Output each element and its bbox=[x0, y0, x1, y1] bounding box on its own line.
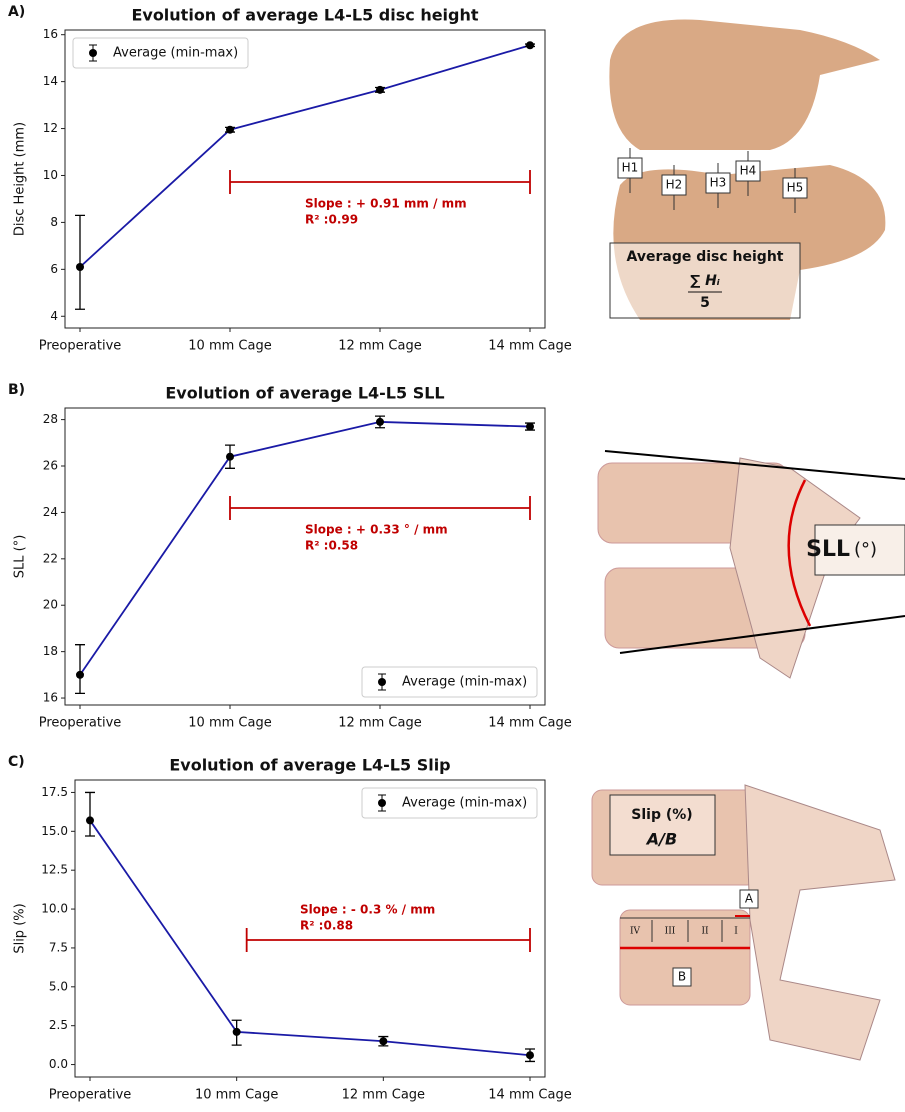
posterior bbox=[745, 785, 895, 1060]
slope-annotation: R² :0.88 bbox=[300, 919, 353, 933]
y-tick-label: 10.0 bbox=[41, 902, 68, 916]
y-tick-label: 4 bbox=[50, 309, 58, 323]
x-tick-label: 14 mm Cage bbox=[488, 1088, 571, 1103]
y-tick-label: 5.0 bbox=[49, 979, 68, 993]
panel-label: B) bbox=[8, 382, 25, 398]
data-point bbox=[376, 418, 384, 426]
chart-title: Evolution of average L4-L5 disc height bbox=[131, 6, 478, 25]
slope-annotation: R² :0.99 bbox=[305, 213, 358, 227]
x-tick-label: 12 mm Cage bbox=[342, 1088, 425, 1103]
x-tick-label: 12 mm Cage bbox=[338, 339, 421, 354]
grade-label: II bbox=[701, 927, 709, 937]
y-axis-label: SLL (°) bbox=[13, 535, 28, 579]
sll-label: SLL bbox=[806, 537, 850, 562]
error-bar bbox=[75, 215, 85, 309]
data-point bbox=[376, 86, 384, 94]
formula-den: 5 bbox=[700, 295, 710, 311]
data-point bbox=[526, 423, 534, 431]
y-tick-label: 28 bbox=[43, 412, 58, 426]
data-point bbox=[86, 816, 94, 824]
formula-num: ∑ Hᵢ bbox=[690, 273, 720, 289]
y-tick-label: 2.5 bbox=[49, 1018, 68, 1032]
data-point bbox=[379, 1037, 387, 1045]
data-point bbox=[226, 126, 234, 134]
y-tick-label: 17.5 bbox=[41, 785, 68, 799]
y-axis-label: Disc Height (mm) bbox=[13, 122, 28, 236]
slope-annotation: Slope : + 0.91 mm / mm bbox=[305, 197, 467, 211]
legend-marker bbox=[378, 799, 386, 807]
y-tick-label: 15.0 bbox=[41, 824, 68, 838]
vertebra bbox=[620, 910, 750, 1005]
height-label: H2 bbox=[666, 178, 683, 192]
chart-title: Evolution of average L4-L5 SLL bbox=[165, 384, 444, 403]
a-label: A bbox=[745, 892, 754, 906]
x-tick-label: 10 mm Cage bbox=[188, 339, 271, 354]
height-label: H3 bbox=[710, 176, 727, 190]
data-point bbox=[226, 453, 234, 461]
grade-label: I bbox=[734, 927, 738, 937]
data-point bbox=[233, 1028, 241, 1036]
data-point bbox=[76, 263, 84, 271]
legend-label: Average (min-max) bbox=[113, 46, 238, 61]
slope-bracket bbox=[230, 496, 530, 520]
sll-unit: (°) bbox=[854, 539, 877, 560]
slope-annotation: R² :0.58 bbox=[305, 539, 358, 553]
figure: A) Evolution of average L4-L5 disc height… bbox=[0, 0, 905, 1108]
y-axis-label: Slip (%) bbox=[13, 903, 28, 953]
y-tick-label: 26 bbox=[43, 459, 58, 473]
x-tick-label: 10 mm Cage bbox=[188, 716, 271, 731]
legend-marker bbox=[89, 49, 97, 57]
y-tick-label: 12.5 bbox=[41, 863, 68, 877]
y-tick-label: 0.0 bbox=[49, 1057, 68, 1071]
x-tick-label: Preoperative bbox=[39, 339, 122, 354]
x-tick-label: 10 mm Cage bbox=[195, 1088, 278, 1103]
slope-bracket bbox=[247, 928, 530, 952]
b-label: B bbox=[678, 970, 686, 984]
height-label: H1 bbox=[622, 161, 639, 175]
formula-title: Average disc height bbox=[627, 249, 784, 265]
panel-label: A) bbox=[8, 4, 25, 20]
y-tick-label: 7.5 bbox=[49, 940, 68, 954]
grade-label: IV bbox=[630, 927, 641, 937]
x-tick-label: Preoperative bbox=[39, 716, 122, 731]
vertebra bbox=[609, 20, 880, 151]
legend-marker bbox=[378, 678, 386, 686]
slope-bracket bbox=[230, 170, 530, 194]
error-bar bbox=[85, 792, 95, 836]
slope-annotation: Slope : + 0.33 ° / mm bbox=[305, 523, 448, 537]
chart-title: Evolution of average L4-L5 Slip bbox=[169, 756, 450, 775]
y-tick-label: 20 bbox=[43, 598, 58, 612]
x-tick-label: 14 mm Cage bbox=[488, 339, 571, 354]
slip-formula: A/B bbox=[645, 830, 677, 849]
data-point bbox=[526, 1051, 534, 1059]
legend-label: Average (min-max) bbox=[402, 796, 527, 811]
y-tick-label: 18 bbox=[43, 644, 58, 658]
plot-frame bbox=[65, 408, 545, 705]
x-tick-label: 14 mm Cage bbox=[488, 716, 571, 731]
height-label: H5 bbox=[787, 181, 804, 195]
data-point bbox=[76, 671, 84, 679]
y-tick-label: 12 bbox=[43, 121, 58, 135]
x-tick-label: 12 mm Cage bbox=[338, 716, 421, 731]
y-tick-label: 22 bbox=[43, 551, 58, 565]
series-line bbox=[80, 45, 530, 267]
legend-label: Average (min-max) bbox=[402, 675, 527, 690]
y-tick-label: 16 bbox=[43, 691, 58, 705]
slip-title: Slip (%) bbox=[631, 807, 692, 823]
slope-annotation: Slope : - 0.3 % / mm bbox=[300, 903, 435, 917]
height-label: H4 bbox=[740, 164, 757, 178]
panel-label: C) bbox=[8, 754, 25, 770]
plot-frame bbox=[65, 30, 545, 328]
x-tick-label: Preoperative bbox=[49, 1088, 132, 1103]
y-tick-label: 16 bbox=[43, 27, 58, 41]
y-tick-label: 10 bbox=[43, 168, 58, 182]
series-line bbox=[90, 820, 530, 1055]
data-point bbox=[526, 41, 534, 49]
y-tick-label: 6 bbox=[50, 262, 58, 276]
y-tick-label: 24 bbox=[43, 505, 58, 519]
grade-label: III bbox=[665, 927, 676, 937]
y-tick-label: 8 bbox=[50, 215, 58, 229]
y-tick-label: 14 bbox=[43, 74, 58, 88]
